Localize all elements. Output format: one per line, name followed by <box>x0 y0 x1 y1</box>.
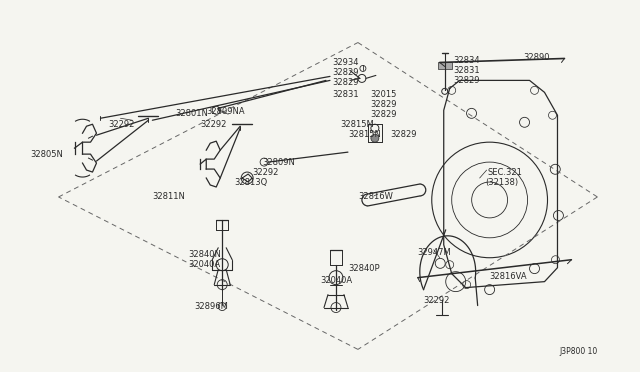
Text: 32831: 32831 <box>454 67 481 76</box>
Text: 32947M: 32947M <box>418 248 452 257</box>
Text: 32015: 32015 <box>370 90 396 99</box>
Text: 32934: 32934 <box>332 58 358 67</box>
Text: 32829: 32829 <box>390 130 417 139</box>
Text: 32040A: 32040A <box>320 276 352 285</box>
Text: 32829: 32829 <box>332 78 358 87</box>
Text: 32816W: 32816W <box>358 192 393 201</box>
Text: 32040A: 32040A <box>188 260 220 269</box>
Text: 32815M: 32815M <box>340 120 374 129</box>
Text: 32816VA: 32816VA <box>490 272 527 281</box>
Text: 32801N: 32801N <box>175 109 208 118</box>
Text: 32829: 32829 <box>370 110 396 119</box>
Text: 32292: 32292 <box>200 120 227 129</box>
Bar <box>438 62 452 70</box>
Text: 32813Q: 32813Q <box>234 178 268 187</box>
Text: 32292: 32292 <box>252 168 278 177</box>
Text: 32840P: 32840P <box>348 264 380 273</box>
Text: 32815N: 32815N <box>348 130 381 139</box>
Text: 32829: 32829 <box>370 100 396 109</box>
Text: 32896M: 32896M <box>195 302 228 311</box>
Text: 32840N: 32840N <box>188 250 221 259</box>
Text: 32834: 32834 <box>454 57 481 65</box>
Text: (32138): (32138) <box>486 178 519 187</box>
Text: 32805N: 32805N <box>31 150 63 159</box>
Text: 32292: 32292 <box>424 296 450 305</box>
Text: J3P800 10: J3P800 10 <box>559 347 598 356</box>
Text: 32292: 32292 <box>108 120 135 129</box>
Text: 32890: 32890 <box>524 52 550 61</box>
Text: 32829: 32829 <box>454 76 480 86</box>
Text: 32809N: 32809N <box>262 158 295 167</box>
Text: 32831: 32831 <box>332 90 358 99</box>
Text: 32811N: 32811N <box>152 192 185 201</box>
Text: 32829: 32829 <box>332 68 358 77</box>
Text: 32809NA: 32809NA <box>206 107 245 116</box>
Circle shape <box>371 134 379 142</box>
Text: SEC.321: SEC.321 <box>488 168 522 177</box>
